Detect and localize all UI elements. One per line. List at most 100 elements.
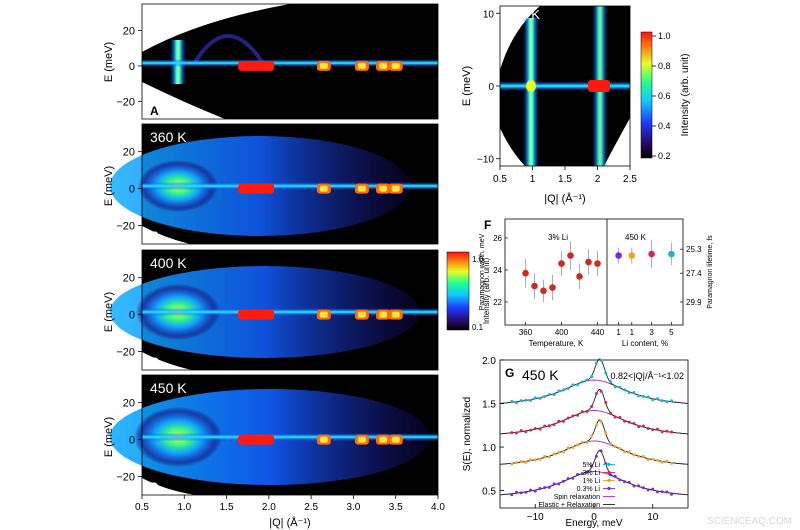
data-point [576, 472, 580, 476]
panel-g-curves [499, 358, 689, 497]
panel-e-spot-center [526, 80, 536, 92]
panel-g-y-ticks: 2.0 1.5 1.0 0.5 [482, 356, 504, 498]
data-point [590, 405, 594, 409]
data-point [557, 419, 561, 423]
panel-d-y-ticks: 20 0 −20 [116, 398, 142, 484]
data-point [533, 426, 537, 430]
data-point [668, 250, 675, 258]
x-tick-label: 1 [630, 328, 635, 337]
x-tick-label: 3.0 [346, 502, 360, 513]
panel-f-right-annotation: 450 K [625, 233, 647, 242]
x-tick-label: 10 [647, 512, 659, 523]
data-point [580, 380, 584, 384]
data-point [641, 454, 645, 458]
panel-g-x-axis-label: Energy, meV [565, 518, 622, 529]
x-tick-label: 2.0 [262, 502, 276, 513]
data-point [576, 443, 580, 447]
y-tick-label: −20 [116, 221, 135, 233]
data-point [549, 284, 556, 291]
x-tick-label: 0 [591, 512, 597, 523]
panel-f-frame [504, 218, 684, 326]
legend-marker [607, 478, 611, 483]
data-point [557, 482, 561, 486]
panel-a-arc [193, 34, 264, 64]
data-point [613, 474, 617, 478]
panel-a-elastic-line [142, 59, 438, 67]
panel-e-elastic-line [500, 81, 630, 91]
data-point [566, 446, 570, 450]
panel-c-y-axis-label: E (meV) [103, 292, 115, 332]
data-point [655, 490, 659, 494]
data-point [519, 459, 523, 463]
y-tick-label: 10 [483, 9, 495, 20]
panel-e-colorbar-ticks: 1.0 0.8 0.6 0.4 0.2 [652, 31, 671, 161]
panel-d-mask-bottom [142, 478, 195, 495]
y-tick-label: 20 [123, 273, 135, 285]
data-point [531, 282, 538, 290]
data-point [632, 453, 636, 457]
data-point [552, 482, 556, 486]
data-point [594, 454, 598, 458]
data-point [660, 399, 664, 403]
data-point [651, 428, 655, 432]
data-point [599, 419, 603, 423]
elastic-spot [238, 309, 275, 320]
panel-d-y-axis-label: E (meV) [103, 417, 115, 457]
panel-b-y-axis-label: E (meV) [103, 166, 115, 206]
data-point [540, 287, 547, 295]
data-point [627, 391, 631, 395]
panel-a-frame [141, 3, 439, 120]
y-tick-label: −20 [116, 96, 135, 108]
panel-b-label: B [150, 229, 159, 243]
data-point [558, 260, 565, 267]
panel-a: 250 K A 20 0 −20 [116, 3, 439, 120]
panel-b-temperature: 360 K [150, 129, 187, 145]
data-point [585, 258, 592, 266]
data-point [618, 415, 622, 419]
legend-marker [607, 462, 611, 467]
y-tick-label: 24 [493, 266, 502, 275]
panel-d-x-ticks: 0.5 1.0 1.5 2.0 2.5 3.0 3.5 4.0 [135, 495, 445, 513]
data-point [547, 424, 551, 428]
elastic-spot-core [379, 185, 388, 192]
panel-e-x-ticks: 0.5 1 1.5 2 2.5 [493, 166, 637, 185]
data-point [623, 450, 627, 454]
data-point [590, 375, 594, 379]
panel-f-left-x-axis-label: Temperature, K [529, 339, 584, 348]
y-tick-label: 26 [493, 234, 502, 243]
data-point [604, 431, 608, 435]
data-point [670, 492, 674, 496]
panel-b-y-ticks: 20 0 −20 [116, 147, 142, 233]
panel-g-y-axis-label: S(E), normalized [462, 397, 473, 471]
y-tick-label: 27.4 [686, 269, 702, 278]
y-tick-label: 1.0 [482, 443, 496, 454]
data-point [538, 427, 542, 431]
colorbar-tick-label: 0.6 [658, 91, 671, 101]
elastic-spot-core [391, 311, 400, 318]
data-point [529, 428, 533, 432]
x-tick-label: 0.5 [135, 502, 149, 513]
x-tick-label: 2.5 [304, 502, 318, 513]
panel-e-x-axis-label: |Q| (Å⁻¹) [544, 192, 585, 205]
data-point [538, 396, 542, 400]
data-point [608, 473, 612, 477]
data-point [632, 421, 636, 425]
panel-g: G 450 K 0.82<|Q|/Å⁻¹<1.02 2.0 1.5 1.0 0.5 −… [462, 356, 689, 529]
y-tick-label: 0 [129, 435, 135, 447]
data-point [557, 450, 561, 454]
panel-e-temperature: 250 K [506, 7, 540, 22]
data-point [594, 260, 601, 267]
data-point [585, 440, 589, 444]
panel-d-spots [238, 434, 403, 445]
y-tick-label: 0 [129, 310, 135, 322]
elastic-spot-core [391, 62, 400, 69]
panel-d: 450 K D 200−20 0.5 1.0 1.5 2.0 2.5 3.0 3.5 4.0 … [110, 374, 445, 529]
data-point [514, 401, 518, 405]
elastic-spot-core [319, 62, 328, 69]
data-point [543, 486, 547, 490]
data-point [557, 389, 561, 393]
data-point [566, 387, 570, 391]
data-point [641, 424, 645, 428]
x-tick-label: 400 [555, 328, 569, 337]
data-point [599, 389, 603, 393]
